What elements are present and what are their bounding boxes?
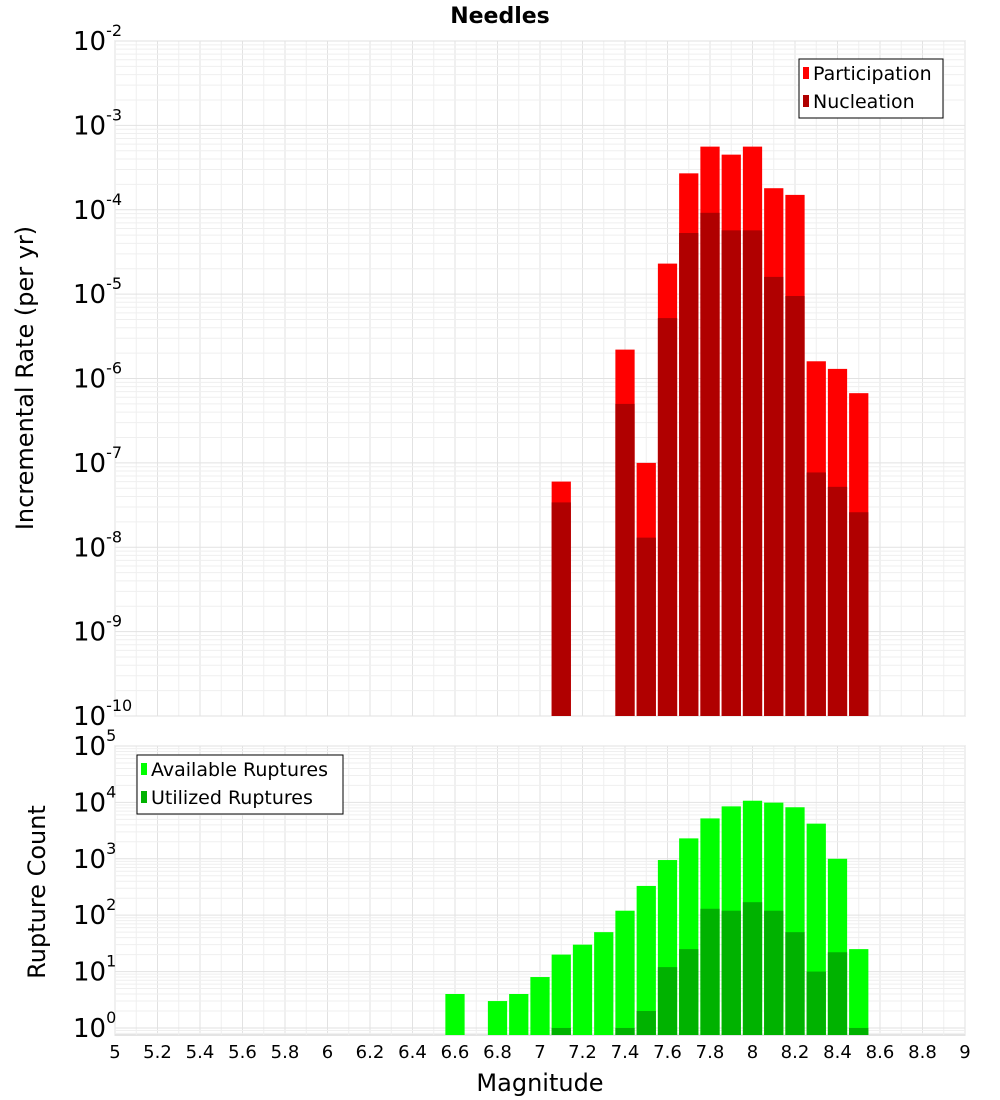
bar-nucleation-7_8	[700, 212, 720, 716]
count-legend: Available Ruptures Utilized Ruptures	[136, 754, 344, 815]
bar-nucleation-8_5	[849, 512, 869, 716]
rate-legend: Participation Nucleation	[798, 58, 944, 119]
rate-bars	[551, 146, 869, 717]
y-tick-label-count: 100	[73, 1008, 116, 1044]
y-tick-label-count: 102	[73, 895, 116, 931]
y-tick-label-rate: 10-9	[73, 612, 122, 648]
bar-utilized-ruptures-7_4	[615, 1027, 635, 1035]
bar-nucleation-8	[742, 230, 763, 716]
y-tick-label-rate: 10-7	[73, 443, 122, 479]
y-tick-label-rate: 10-8	[73, 527, 122, 563]
bar-available-ruptures-8_5	[849, 949, 869, 1035]
bar-utilized-ruptures-8_2	[785, 932, 805, 1035]
x-tick-label: 6.6	[441, 1042, 470, 1063]
count-bars	[445, 800, 869, 1035]
x-tick-label: 8	[747, 1042, 758, 1063]
rate-y-axis-label: Incremental Rate (per yr)	[11, 226, 39, 530]
count-legend-box	[136, 754, 344, 815]
x-tick-label: 8.6	[866, 1042, 895, 1063]
y-tick-label-rate: 10-4	[73, 190, 122, 226]
bar-utilized-ruptures-8_1	[764, 910, 784, 1035]
bar-utilized-ruptures-7_1	[551, 1027, 571, 1035]
legend-label-available-ruptures: Available Ruptures	[151, 759, 328, 781]
x-tick-label: 5.8	[271, 1042, 300, 1063]
y-tick-label-count: 101	[73, 952, 116, 988]
x-tick-label: 8.2	[781, 1042, 810, 1063]
x-tick-label: 5.2	[143, 1042, 172, 1063]
bar-nucleation-8_3	[806, 472, 826, 716]
legend-label-utilized-ruptures: Utilized Ruptures	[151, 787, 313, 809]
bar-nucleation-7_6	[657, 318, 678, 716]
y-tick-label-rate: 10-2	[73, 21, 122, 57]
x-tick-label: 6.4	[398, 1042, 427, 1063]
bar-utilized-ruptures-7_7	[679, 949, 699, 1035]
x-tick-label: 7.2	[568, 1042, 597, 1063]
x-tick-label: 7.6	[653, 1042, 682, 1063]
x-tick-label: 8.4	[823, 1042, 852, 1063]
bar-utilized-ruptures-8_3	[806, 971, 826, 1035]
x-tick-label: 5.4	[186, 1042, 215, 1063]
y-tick-label-rate: 10-10	[73, 696, 132, 732]
bar-utilized-ruptures-8_5	[849, 1027, 869, 1035]
bar-available-ruptures-6_8	[487, 1001, 508, 1035]
x-tick-label: 9	[959, 1042, 970, 1063]
x-tick-label: 6.8	[483, 1042, 512, 1063]
bar-nucleation-8_4	[827, 486, 848, 716]
count-y-axis-label: Rupture Count	[23, 805, 51, 979]
bar-nucleation-8_2	[785, 296, 805, 716]
legend-swatch-participation	[803, 67, 809, 79]
x-tick-label: 8.8	[908, 1042, 937, 1063]
bar-available-ruptures-6_6	[445, 994, 465, 1035]
legend-label-nucleation: Nucleation	[813, 91, 915, 113]
bar-nucleation-7_9	[721, 230, 741, 716]
bar-available-ruptures-7_4	[615, 910, 635, 1035]
x-tick-label: 6	[322, 1042, 333, 1063]
bar-nucleation-7_1	[551, 502, 571, 716]
x-tick-label: 7.8	[696, 1042, 725, 1063]
legend-swatch-available-ruptures	[141, 763, 147, 775]
chart-title: Needles	[450, 4, 550, 29]
bar-nucleation-7_4	[615, 403, 635, 716]
x-axis-label: Magnitude	[476, 1069, 603, 1097]
bar-available-ruptures-7_3	[594, 932, 614, 1035]
y-tick-label-count: 105	[73, 726, 116, 762]
bar-available-ruptures-7_5	[636, 885, 656, 1035]
x-tick-label: 6.2	[356, 1042, 385, 1063]
count-y-ticks: 100 101 102 103 104 105	[73, 726, 116, 1044]
x-tick-label: 7.4	[611, 1042, 640, 1063]
rate-panel: 10-10 10-9 10-8 10-7 10-6 10-5 10-4 10-3 10-2 In…	[11, 21, 966, 732]
bar-utilized-ruptures-7_9	[721, 910, 741, 1035]
bar-available-ruptures-7_1	[551, 954, 571, 1035]
legend-swatch-nucleation	[803, 95, 809, 107]
bar-available-ruptures-7	[530, 977, 550, 1035]
bar-utilized-ruptures-7_5	[636, 1010, 656, 1035]
bar-utilized-ruptures-8	[742, 902, 763, 1035]
count-x-ticks: 5 5.2 5.4 5.6 5.8 6 6.2 6.4 6.6 6.8 7 7.2 7.4 7.6 7.8 8…	[109, 1042, 970, 1063]
legend-label-participation: Participation	[813, 63, 932, 85]
x-tick-label: 5	[109, 1042, 120, 1063]
bar-utilized-ruptures-7_8	[700, 908, 720, 1035]
y-tick-label-count: 103	[73, 839, 116, 875]
y-tick-label-rate: 10-3	[73, 105, 122, 141]
x-tick-label: 5.6	[228, 1042, 257, 1063]
count-panel: 100 101 102 103 104 105 5 5.2 5.4 5.6 5.8 6 6.2 6.4 6…	[23, 726, 971, 1097]
bar-utilized-ruptures-7_6	[657, 967, 678, 1035]
bar-utilized-ruptures-8_4	[827, 952, 848, 1035]
bar-nucleation-8_1	[764, 276, 784, 716]
x-tick-label: 7	[534, 1042, 545, 1063]
y-tick-label-rate: 10-5	[73, 274, 122, 310]
bar-nucleation-7_7	[679, 233, 699, 716]
y-tick-label-rate: 10-6	[73, 359, 122, 395]
rate-legend-box	[798, 58, 944, 119]
rate-y-ticks: 10-10 10-9 10-8 10-7 10-6 10-5 10-4 10-3 10-2	[73, 21, 132, 732]
legend-swatch-utilized-ruptures	[141, 791, 147, 803]
bar-nucleation-7_5	[636, 537, 656, 716]
y-tick-label-count: 104	[73, 782, 116, 818]
bar-available-ruptures-6_9	[509, 994, 529, 1035]
bar-available-ruptures-7_2	[572, 944, 593, 1035]
